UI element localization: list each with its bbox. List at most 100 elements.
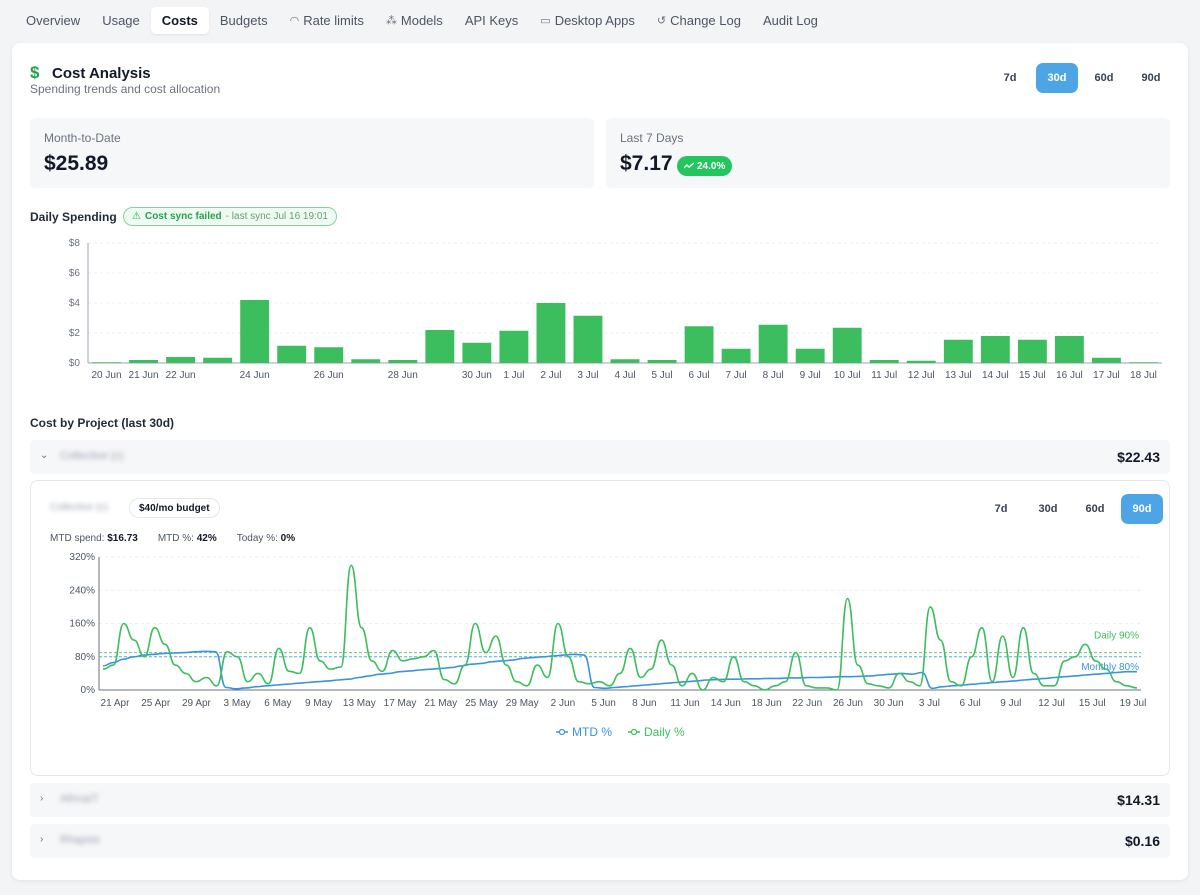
tab-desktop-apps[interactable]: ▭ Desktop Apps	[529, 7, 646, 34]
main-range-30d[interactable]: 30d	[1036, 63, 1078, 93]
x-tick-label: 12 Jul	[1038, 698, 1065, 709]
detail-range-60d[interactable]: 60d	[1085, 503, 1105, 515]
series-line-daily	[102, 564, 1138, 691]
y-tick-label: $6	[69, 268, 81, 279]
bar-5-jul[interactable]	[647, 360, 677, 363]
bar-13-jul[interactable]	[943, 339, 973, 363]
bar-8-jul[interactable]	[758, 324, 788, 363]
bar-16-jul[interactable]	[1054, 336, 1084, 363]
tab-label: Change Log	[670, 13, 741, 28]
tab-api-keys[interactable]: API Keys	[454, 7, 529, 34]
bar-3-jul[interactable]	[573, 315, 603, 363]
x-tick-label: 25 Apr	[141, 698, 171, 709]
bar-14-jul[interactable]	[980, 336, 1010, 363]
chart-legend: MTD % Daily %	[556, 725, 685, 739]
detail-range-90d[interactable]: 90d	[1121, 494, 1163, 524]
budget-badge: $40/mo budget	[129, 498, 220, 518]
bar-21-jun[interactable]	[129, 360, 158, 363]
bar-22-jun[interactable]	[166, 357, 196, 363]
bar-18-jul[interactable]	[1129, 362, 1158, 363]
x-tick-label: 30 Jun	[462, 370, 492, 381]
project-row[interactable]: › Rhapsis $0.16	[30, 824, 1170, 858]
tab-models[interactable]: ⁂ Models	[375, 7, 454, 34]
tab-change-log[interactable]: ↺ Change Log	[646, 7, 752, 34]
x-tick-label: 14 Jul	[982, 370, 1009, 381]
cost-by-project-title: Cost by Project (last 30d)	[30, 416, 175, 430]
bar-25-jun[interactable]	[277, 345, 307, 363]
legend-item-mtd[interactable]: MTD %	[556, 725, 612, 739]
page-title: Cost Analysis	[52, 64, 151, 82]
bar-10-jul[interactable]	[832, 327, 862, 363]
bar-17-jul[interactable]	[1092, 357, 1121, 363]
detail-range-7d[interactable]: 7d	[994, 503, 1008, 515]
bar-15-jul[interactable]	[1017, 339, 1047, 363]
x-tick-label: 16 Jul	[1056, 370, 1083, 381]
legend-item-daily[interactable]: Daily %	[628, 725, 685, 739]
main-range-90d[interactable]: 90d	[1141, 72, 1161, 84]
bar-6-jul[interactable]	[684, 326, 714, 363]
bar-23-jun[interactable]	[203, 357, 233, 363]
tab-label: Usage	[102, 13, 140, 28]
project-name: Rhapsis	[60, 834, 100, 846]
project-row[interactable]: › AthnaIT $14.31	[30, 783, 1170, 817]
bar-24-jun[interactable]	[240, 300, 270, 363]
y-tick-label: 320%	[69, 552, 95, 563]
x-tick-label: 22 Jun	[166, 370, 196, 381]
x-tick-label: 26 Jun	[314, 370, 344, 381]
detail-range-selector: 7d 30d 60d 90d	[980, 494, 1163, 524]
x-tick-label: 11 Jul	[871, 370, 897, 381]
trend-badge: 24.0%	[677, 156, 733, 176]
x-tick-label: 11 Jun	[670, 698, 699, 709]
x-tick-label: 24 Jun	[240, 370, 270, 381]
bar-29-jun[interactable]	[425, 330, 455, 363]
warning-icon: ⚠	[132, 211, 141, 222]
x-tick-label: 2 Jun	[551, 698, 575, 709]
x-tick-label: 6 Jul	[689, 370, 710, 381]
y-tick-label: $2	[69, 328, 81, 339]
bar-1-jul[interactable]	[499, 330, 529, 363]
bar-2-jul[interactable]	[536, 303, 566, 363]
dollar-icon: $	[30, 63, 40, 82]
chevron-right-icon: ›	[40, 834, 44, 845]
bar-28-jun[interactable]	[388, 360, 418, 363]
sync-warning-badge: ⚠ Cost sync failed - last sync Jul 16 19…	[123, 207, 337, 226]
chevron-right-icon: ›	[40, 793, 44, 804]
bar-27-jun[interactable]	[351, 359, 381, 363]
stat-mtd: MTD %: 42%	[157, 533, 217, 544]
bar-4-jul[interactable]	[610, 359, 640, 363]
warning-strong: Cost sync failed	[144, 211, 222, 222]
x-tick-label: 25 May	[465, 698, 498, 709]
bar-7-jul[interactable]	[721, 348, 751, 363]
bar-30-jun[interactable]	[462, 342, 492, 363]
detail-range-30d[interactable]: 30d	[1038, 503, 1058, 515]
tab-label: Rate limits	[303, 13, 364, 28]
x-tick-label: 3 Jul	[919, 698, 940, 709]
project-row[interactable]: ⌄ Collective (c) $22.43	[30, 440, 1170, 474]
tab-usage[interactable]: Usage	[91, 7, 151, 34]
x-tick-label: 9 Jul	[1000, 698, 1021, 709]
tab-audit-log[interactable]: Audit Log	[752, 7, 829, 34]
x-tick-label: 30 Jun	[874, 698, 904, 709]
x-tick-label: 15 Jul	[1019, 370, 1046, 381]
tab-overview[interactable]: Overview	[15, 7, 91, 34]
mtd-card: Month-to-Date $25.89	[30, 118, 594, 188]
tab-label: Models	[400, 13, 443, 28]
bar-12-jul[interactable]	[906, 360, 936, 363]
range-selector: 7d 30d 60d 90d	[989, 63, 1172, 93]
last7-card: Last 7 Days $7.17 24.0%	[606, 118, 1170, 188]
x-tick-label: 21 Apr	[101, 698, 131, 709]
daily-spending-chart: $0 $2 $4 $6 $8 20 Jun 21 Jun 22 Jun 24 Jun 26 Jun…	[69, 238, 1162, 381]
main-range-60d[interactable]: 60d	[1094, 72, 1114, 84]
bar-11-jul[interactable]	[869, 360, 899, 363]
bar-26-jun[interactable]	[314, 347, 344, 363]
y-tick-label: 0%	[81, 685, 96, 696]
tab-budgets[interactable]: Budgets	[209, 7, 279, 34]
main-range-7d[interactable]: 7d	[1003, 72, 1017, 84]
chevron-down-icon: ⌄	[40, 450, 49, 461]
bar-20-jun[interactable]	[92, 362, 121, 363]
project-detail-card: Collective (c) $40/mo budget 7d 30d 60d 90d…	[30, 480, 1170, 776]
tab-rate-limits[interactable]: ◠ Rate limits	[279, 7, 375, 34]
bar-9-jul[interactable]	[795, 348, 825, 363]
x-tick-label: 8 Jul	[763, 370, 784, 381]
tab-costs[interactable]: Costs	[150, 7, 209, 34]
